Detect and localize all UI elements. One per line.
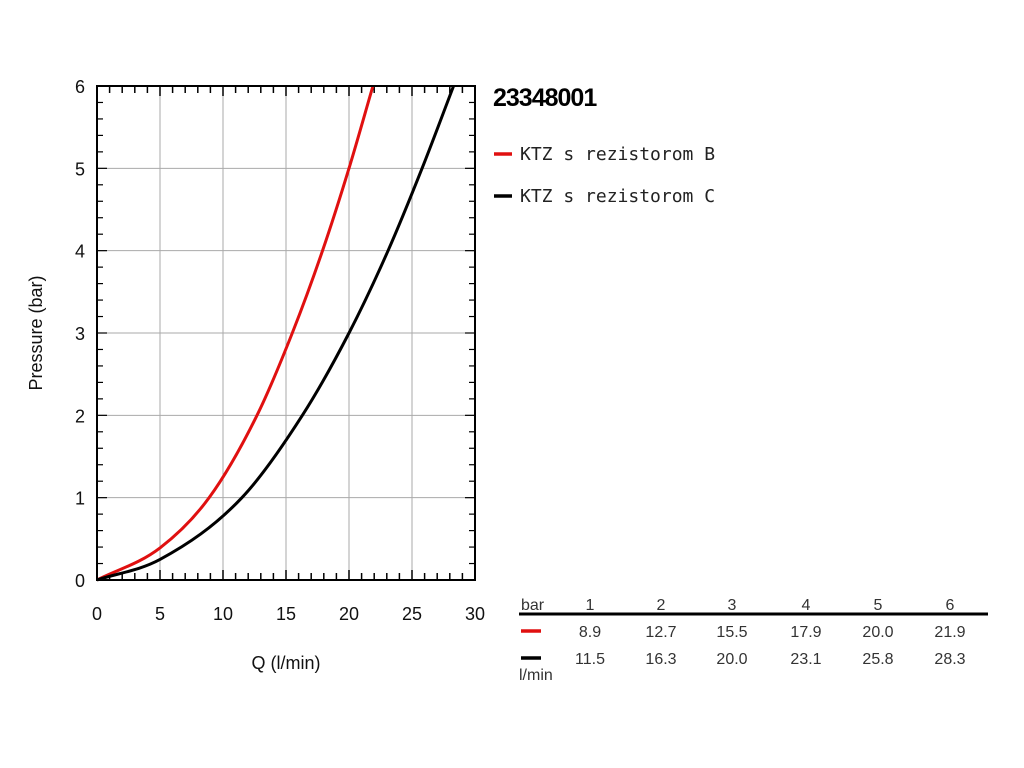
y-tick-label: 1 [75, 489, 85, 509]
table-column-header: 4 [802, 597, 811, 614]
legend: KTZ s rezistorom B KTZ s rezistorom C [494, 144, 715, 207]
data-table: bar 1 2 3 4 5 6 8.9 12.7 15.5 17.9 20.0 21.9 11.5 16.3… [519, 597, 988, 684]
table-cell: 28.3 [934, 651, 965, 668]
x-tick-label: 5 [155, 604, 165, 624]
x-tick-label: 30 [465, 604, 485, 624]
x-tick-label: 25 [402, 604, 422, 624]
table-cell: 20.0 [862, 624, 893, 641]
series-lines [96, 85, 455, 582]
table-column-header: 2 [657, 597, 666, 614]
y-tick-label: 6 [75, 77, 85, 97]
x-tick-label: 10 [213, 604, 233, 624]
y-axis-label: Pressure (bar) [26, 275, 46, 390]
table-unit-label: l/min [519, 667, 553, 684]
table-column-header: 5 [874, 597, 883, 614]
legend-label-1: KTZ s rezistorom B [520, 144, 715, 165]
table-cell: 23.1 [790, 651, 821, 668]
table-column-header: 6 [946, 597, 955, 614]
table-cell: 15.5 [716, 624, 747, 641]
table-cell: 20.0 [716, 651, 747, 668]
x-tick-label: 20 [339, 604, 359, 624]
y-tick-label: 2 [75, 406, 85, 426]
y-tick-label: 4 [75, 242, 85, 262]
legend-label-2: KTZ s rezistorom C [520, 186, 715, 207]
x-axis-label: Q (l/min) [252, 653, 321, 673]
table-cell: 21.9 [934, 624, 965, 641]
table-cell: 16.3 [645, 651, 676, 668]
table-cell: 17.9 [790, 624, 821, 641]
grid-lines [97, 86, 475, 580]
x-tick-label: 0 [92, 604, 102, 624]
series-line-1 [96, 85, 375, 582]
y-tick-label: 0 [75, 571, 85, 591]
series-line-2 [96, 85, 455, 582]
chart-title: 23348001 [493, 84, 597, 112]
plot-frame [96, 85, 476, 581]
table-cell: 11.5 [575, 651, 605, 668]
table-cell: 12.7 [645, 624, 676, 641]
table-column-header: 1 [586, 597, 595, 614]
table-cell: 8.9 [579, 624, 601, 641]
table-column-header: 3 [728, 597, 737, 614]
table-cell: 25.8 [862, 651, 893, 668]
table-header-label: bar [521, 597, 545, 614]
y-tick-label: 3 [75, 324, 85, 344]
y-tick-label: 5 [75, 159, 85, 179]
x-tick-label: 15 [276, 604, 296, 624]
tick-labels: 0 5 10 15 20 25 30 0 1 2 3 4 5 6 [75, 77, 485, 624]
